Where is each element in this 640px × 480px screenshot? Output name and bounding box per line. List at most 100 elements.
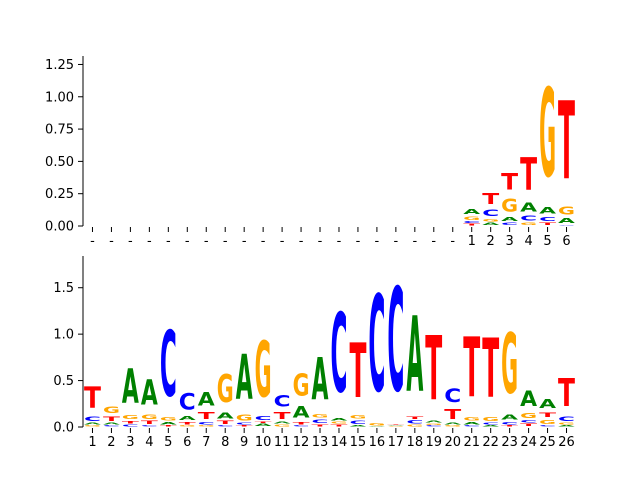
logo-letter-a: A (558, 425, 575, 427)
x-tick-label: 5 (543, 234, 551, 249)
logo-letter-g: G (558, 422, 575, 425)
logo-letter-a: A (387, 425, 404, 426)
x-tick-label: 1 (88, 435, 96, 450)
y-tick-label: 0.75 (45, 123, 74, 138)
logo-letter-c: C (444, 386, 461, 407)
x-tick-label: 7 (202, 435, 210, 450)
logo-letter-a: A (349, 425, 366, 427)
x-tick-label: 20 (444, 435, 461, 450)
logo-letter-g: G (539, 63, 556, 205)
x-tick-label: 8 (221, 435, 229, 450)
x-tick-label: 9 (240, 435, 248, 450)
logo-letter-t: T (179, 422, 196, 426)
logo-letter-t: T (425, 319, 442, 421)
logo-letter-a: A (217, 411, 234, 420)
logo-letter-t: T (349, 329, 366, 416)
logo-letter-c: C (406, 420, 423, 425)
logo-letter-a: A (255, 423, 273, 427)
logo-letter-g: G (122, 414, 139, 421)
logo-letter-a: A (160, 421, 178, 425)
logo-letter-c: C (558, 225, 575, 226)
x-tick-label: 3 (126, 435, 134, 450)
logo-letter-a: A (84, 422, 101, 425)
logo-letter-t: T (293, 422, 310, 426)
x-tick-label: - (242, 234, 247, 249)
x-tick-label: - (147, 234, 152, 249)
y-tick-label: 1.0 (53, 328, 74, 343)
logo-letter-a: A (425, 421, 442, 424)
logo-letter-a: A (293, 403, 310, 422)
x-tick-label: 18 (407, 435, 424, 450)
x-tick-label: - (412, 234, 417, 249)
logo-letter-c: C (274, 392, 291, 410)
logo-letter-c: C (160, 313, 177, 417)
logo-letter-g: G (255, 327, 272, 416)
logo-letter-t: T (122, 421, 139, 425)
x-tick-label: - (450, 234, 455, 249)
logo-letter-t: T (558, 81, 575, 205)
logo-letter-g: G (501, 195, 518, 216)
x-tick-label: 24 (520, 435, 537, 450)
logo-letter-g: G (425, 423, 442, 425)
logo-letter-c: C (482, 422, 499, 425)
logo-letter-t: T (463, 322, 480, 417)
logo-letter-a: A (368, 426, 385, 427)
logo-letter-t: T (103, 415, 121, 422)
logo-letter-a: A (520, 387, 537, 412)
logo-letter-t: T (520, 424, 537, 428)
y-tick-label: 1.25 (45, 58, 74, 73)
logo-letter-t: T (501, 169, 518, 195)
x-tick-label: 14 (331, 435, 348, 450)
x-tick-label: 2 (487, 234, 495, 249)
logo-letter-g: G (103, 405, 120, 415)
logo-letter-g: G (463, 216, 480, 221)
logo-letter-c: C (141, 425, 158, 427)
logo-letter-g: G (387, 426, 404, 427)
logo-letter-t: T (501, 425, 518, 427)
x-tick-label: - (318, 234, 323, 249)
logo-letter-c: C (501, 421, 518, 425)
y-tick-label: 1.5 (53, 281, 74, 296)
logo-letter-g: G (217, 369, 234, 413)
x-tick-label: - (223, 234, 228, 249)
logo-letter-c: C (520, 420, 537, 424)
logo-letter-g: G (179, 425, 196, 427)
x-tick-label: 2 (107, 435, 115, 450)
logo-letter-t: T (463, 224, 480, 227)
logo-letter-a: A (482, 425, 499, 427)
x-tick-label: 3 (505, 234, 513, 249)
logo-letter-t: T (274, 411, 291, 422)
logo-letter-g: G (482, 218, 499, 222)
logo-letter-a: A (103, 422, 120, 425)
logo-letter-g: G (349, 415, 366, 420)
logo-letter-t: T (539, 222, 556, 226)
logo-letter-g: G (160, 417, 177, 422)
logo-letter-t: T (84, 382, 101, 415)
y-tick-label: 0.0 (53, 421, 74, 436)
logo-letter-a: A (312, 346, 329, 413)
x-tick-label: 23 (501, 435, 518, 450)
logo-letter-c: C (217, 425, 234, 427)
x-tick-label: 11 (274, 435, 291, 450)
x-tick-label: 5 (164, 435, 172, 450)
x-tick-label: - (431, 234, 436, 249)
x-tick-label: 4 (145, 435, 153, 450)
logo-letter-g: G (331, 422, 348, 425)
logo-letter-c: C (236, 422, 253, 425)
logo-letter-a: A (539, 205, 556, 216)
x-tick-label: - (185, 234, 190, 249)
x-tick-label: - (375, 234, 380, 249)
logo-letter-g: G (293, 369, 310, 404)
x-tick-label: - (166, 234, 171, 249)
x-tick-label: 22 (482, 435, 499, 450)
logo-letter-a: A (122, 359, 139, 414)
logo-letter-g: G (501, 318, 518, 414)
x-tick-label: 4 (524, 234, 532, 249)
logo-letter-a: A (482, 222, 500, 226)
y-tick-label: 1.00 (45, 90, 74, 105)
logo-letter-t: T (444, 406, 461, 422)
logo-letter-c: C (539, 216, 556, 223)
logo-letter-g: G (520, 222, 537, 226)
logo-letter-c: C (84, 415, 101, 422)
logo-letter-c: C (198, 421, 215, 425)
